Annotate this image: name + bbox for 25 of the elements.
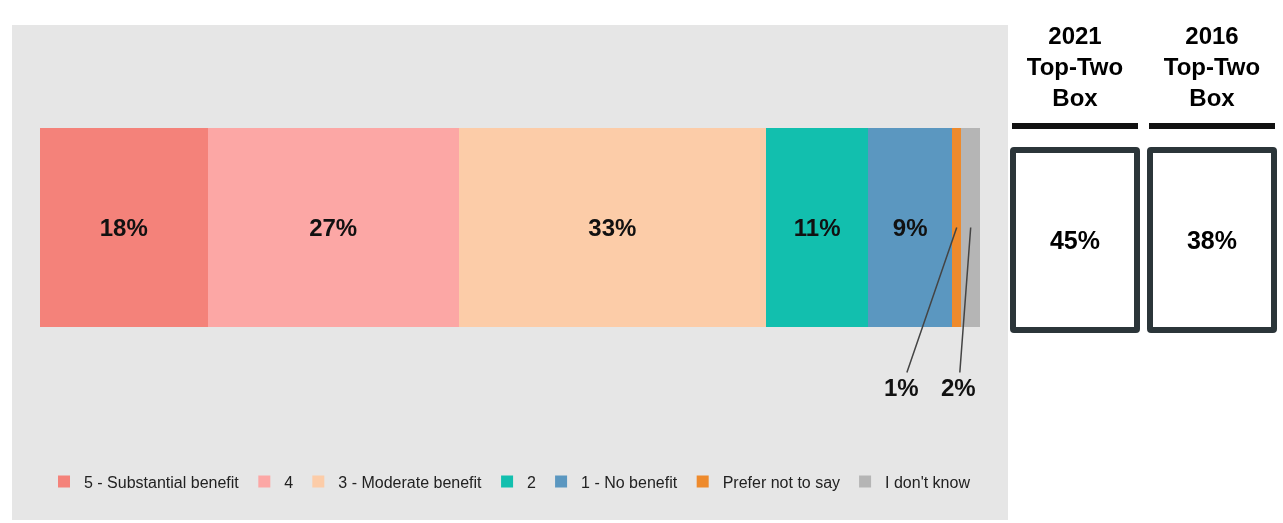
- bar: [40, 128, 208, 327]
- bar: [952, 128, 962, 327]
- bar: [868, 128, 953, 327]
- data-label: 18%: [99, 214, 148, 242]
- data-label: 33%: [588, 214, 637, 242]
- data-label: 1%: [884, 374, 919, 401]
- data-label: 2%: [941, 374, 976, 401]
- legend-label: 5 - Substantial benefit: [84, 473, 240, 491]
- data-label: 9%: [892, 214, 928, 242]
- legend-label: 4: [284, 473, 294, 491]
- legend-label: 3 - Moderate benefit: [338, 473, 483, 491]
- legend-label: Prefer not to say: [722, 473, 841, 491]
- legend-label: 2: [527, 473, 537, 491]
- legend-label: 1 - No benefit: [581, 473, 678, 491]
- data-label: 27%: [309, 214, 358, 242]
- text: 2021 Top-Two Box: [1025, 21, 1125, 113]
- bar: [961, 128, 980, 327]
- bar: [458, 128, 766, 327]
- bar: [207, 128, 459, 327]
- outlined-box: 38%: [1147, 147, 1277, 333]
- legend-label: I don't know: [885, 473, 971, 491]
- outlined-box: 45%: [1010, 147, 1140, 333]
- bar: [765, 128, 869, 327]
- data-label: 11%: [793, 214, 841, 242]
- text: 2016 Top-Two Box: [1162, 21, 1262, 113]
